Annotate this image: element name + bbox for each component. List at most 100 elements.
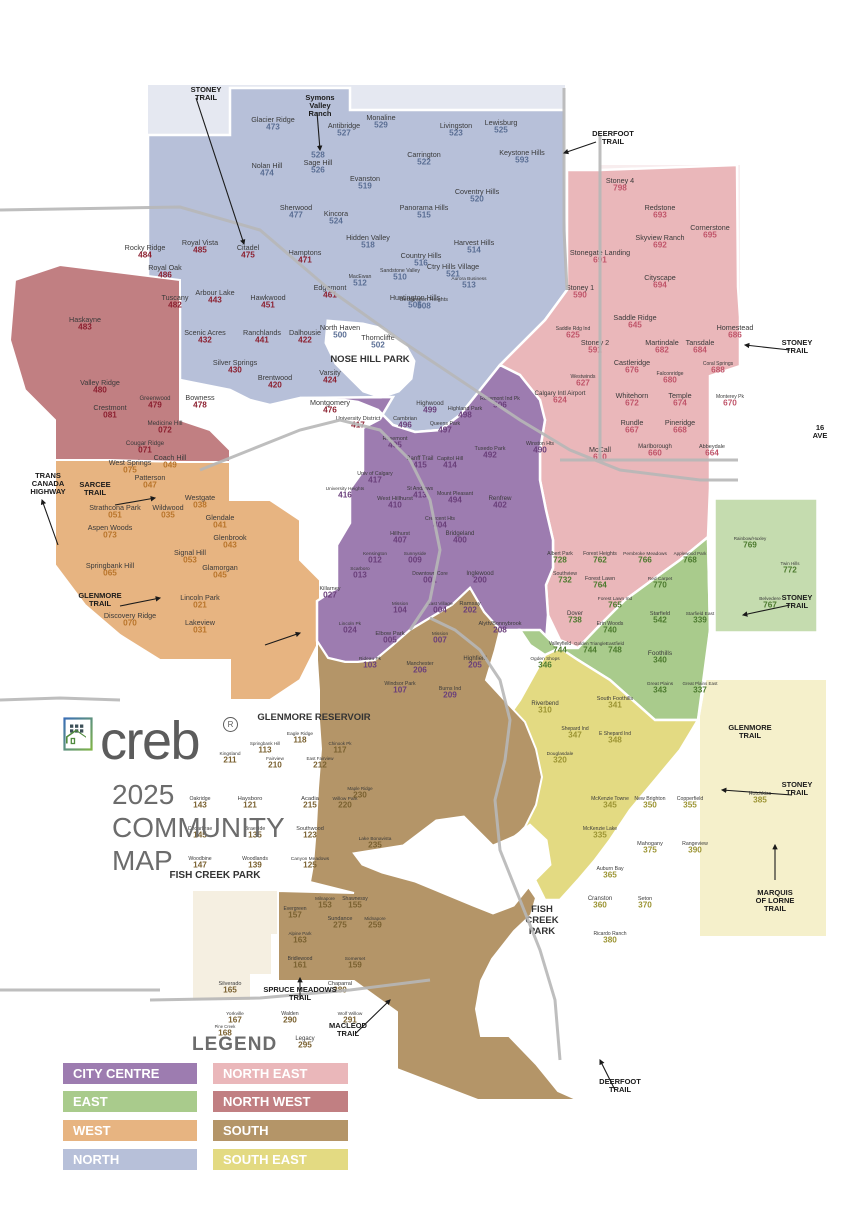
svg-text:486: 486 <box>158 271 172 280</box>
svg-text:765: 765 <box>608 601 622 610</box>
svg-text:477: 477 <box>289 211 303 220</box>
svg-text:496: 496 <box>398 421 412 430</box>
svg-text:035: 035 <box>161 511 175 520</box>
svg-text:676: 676 <box>625 366 639 375</box>
svg-text:047: 047 <box>143 481 157 490</box>
svg-text:672: 672 <box>625 399 639 408</box>
svg-text:483: 483 <box>78 323 92 332</box>
svg-text:072: 072 <box>158 426 172 435</box>
svg-text:645: 645 <box>628 321 642 330</box>
svg-text:165: 165 <box>223 986 237 995</box>
svg-text:593: 593 <box>515 156 529 165</box>
svg-text:118: 118 <box>293 736 307 745</box>
svg-text:514: 514 <box>467 246 481 255</box>
svg-text:TRAIL: TRAIL <box>739 731 761 740</box>
svg-text:027: 027 <box>323 591 337 600</box>
svg-text:420: 420 <box>268 381 282 390</box>
svg-text:012: 012 <box>368 556 382 565</box>
svg-text:500: 500 <box>333 331 347 340</box>
svg-text:407: 407 <box>393 536 407 545</box>
svg-text:475: 475 <box>241 251 255 260</box>
svg-text:520: 520 <box>470 195 484 204</box>
svg-text:TRAIL: TRAIL <box>289 993 311 1002</box>
svg-text:208: 208 <box>493 626 507 635</box>
svg-text:038: 038 <box>193 501 207 510</box>
svg-text:740: 740 <box>603 626 617 635</box>
svg-text:441: 441 <box>255 336 269 345</box>
svg-text:375: 375 <box>643 846 657 855</box>
svg-text:021: 021 <box>193 601 207 610</box>
svg-text:335: 335 <box>593 831 607 840</box>
svg-text:627: 627 <box>576 379 590 388</box>
svg-text:451: 451 <box>261 301 275 310</box>
svg-text:770: 770 <box>653 581 667 590</box>
svg-text:664: 664 <box>705 449 719 458</box>
svg-text:474: 474 <box>260 169 274 178</box>
svg-text:295: 295 <box>298 1041 312 1050</box>
svg-text:053: 053 <box>183 556 197 565</box>
svg-text:422: 422 <box>298 336 312 345</box>
svg-text:007: 007 <box>433 636 447 645</box>
svg-text:762: 762 <box>593 556 607 565</box>
svg-text:341: 341 <box>608 701 622 710</box>
svg-text:513: 513 <box>462 281 476 290</box>
svg-text:688: 688 <box>711 366 725 375</box>
svg-text:220: 220 <box>338 801 352 810</box>
svg-text:695: 695 <box>703 231 717 240</box>
svg-text:522: 522 <box>417 158 431 167</box>
svg-text:625: 625 <box>566 331 580 340</box>
svg-text:070: 070 <box>123 619 137 628</box>
svg-text:670: 670 <box>723 399 737 408</box>
svg-text:497: 497 <box>438 426 452 435</box>
svg-text:624: 624 <box>553 396 567 405</box>
svg-text:443: 443 <box>208 296 222 305</box>
svg-text:402: 402 <box>493 501 507 510</box>
svg-text:682: 682 <box>655 346 669 355</box>
svg-text:031: 031 <box>193 626 207 635</box>
svg-text:004: 004 <box>433 606 447 615</box>
svg-text:343: 343 <box>653 686 667 695</box>
svg-text:TRAIL: TRAIL <box>195 93 217 102</box>
svg-text:769: 769 <box>743 541 757 550</box>
svg-text:TRAIL: TRAIL <box>786 346 808 355</box>
svg-text:764: 764 <box>593 581 607 590</box>
svg-text:766: 766 <box>638 556 652 565</box>
svg-text:320: 320 <box>553 756 567 765</box>
svg-text:350: 350 <box>643 801 657 810</box>
svg-text:155: 155 <box>348 901 362 910</box>
svg-text:355: 355 <box>683 801 697 810</box>
svg-text:212: 212 <box>313 761 327 770</box>
svg-text:125: 125 <box>303 861 317 870</box>
svg-text:073: 073 <box>103 531 117 540</box>
svg-text:051: 051 <box>108 511 122 520</box>
svg-text:480: 480 <box>93 386 107 395</box>
svg-text:TRAIL: TRAIL <box>89 599 111 608</box>
svg-text:527: 527 <box>337 129 351 138</box>
svg-text:041: 041 <box>213 521 227 530</box>
svg-text:668: 668 <box>673 426 687 435</box>
svg-text:NOSE HILL PARK: NOSE HILL PARK <box>330 354 409 365</box>
svg-text:071: 071 <box>138 446 152 455</box>
svg-text:410: 410 <box>388 501 402 510</box>
svg-text:484: 484 <box>138 251 152 260</box>
svg-text:123: 123 <box>303 831 317 840</box>
svg-text:235: 235 <box>368 841 382 850</box>
svg-text:693: 693 <box>653 211 667 220</box>
svg-text:045: 045 <box>213 571 227 580</box>
svg-text:360: 360 <box>593 901 607 910</box>
svg-text:590: 590 <box>573 291 587 300</box>
svg-text:013: 013 <box>353 571 367 580</box>
svg-text:065: 065 <box>103 569 117 578</box>
svg-text:107: 107 <box>393 686 407 695</box>
svg-text:159: 159 <box>348 961 362 970</box>
svg-text:GLENMORE RESERVOIR: GLENMORE RESERVOIR <box>257 712 370 723</box>
svg-text:TRAIL: TRAIL <box>786 601 808 610</box>
svg-text:490: 490 <box>533 446 547 455</box>
svg-text:337: 337 <box>693 686 707 695</box>
svg-text:TRAIL: TRAIL <box>609 1085 631 1094</box>
svg-text:502: 502 <box>371 341 385 350</box>
svg-text:163: 163 <box>293 936 307 945</box>
svg-text:049: 049 <box>163 461 177 470</box>
svg-text:117: 117 <box>333 746 347 755</box>
svg-text:370: 370 <box>638 901 652 910</box>
